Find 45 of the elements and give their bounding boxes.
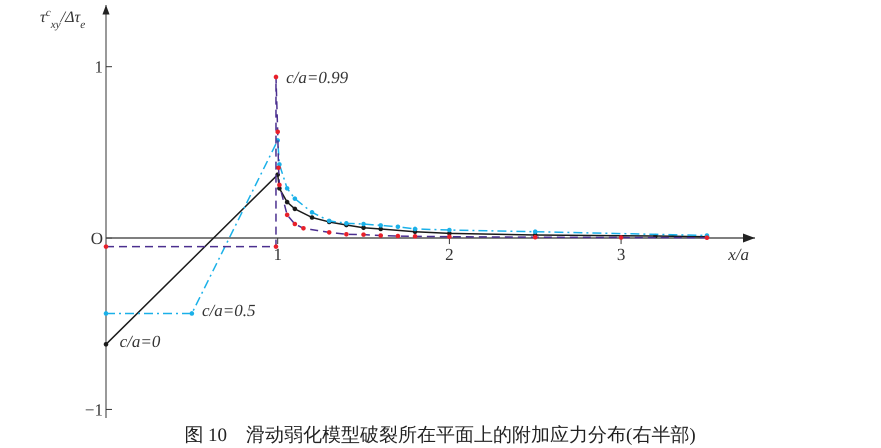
y-tick-label: −1 [84, 400, 103, 420]
text: 图 10 滑动弱化模型破裂所在平面上的附加应力分布(右半部) [184, 424, 696, 446]
y-axis-title: τ$^{c}$$_{xy}$/Δτ$_{e}$ [40, 7, 86, 31]
point [275, 130, 280, 134]
y-tick-label: 1 [94, 58, 103, 77]
point [412, 226, 418, 232]
point [274, 74, 278, 80]
x-tick-label: 1 [273, 245, 282, 264]
point [396, 234, 400, 238]
point [361, 222, 366, 226]
annotation: c/a=0.5 [202, 301, 256, 320]
y-tick-label: O [90, 229, 103, 248]
point [274, 244, 278, 249]
point [277, 182, 282, 188]
point [310, 215, 314, 220]
point [190, 311, 194, 316]
annotation: c/a=0 [120, 332, 161, 351]
point [618, 235, 624, 240]
point [292, 196, 298, 201]
point [326, 230, 332, 235]
point [396, 224, 400, 230]
point [292, 222, 298, 226]
annotation: c/a=0.99 [286, 68, 349, 87]
point [284, 212, 290, 218]
point [532, 229, 538, 234]
point [284, 200, 290, 204]
point [301, 226, 306, 231]
point [532, 234, 538, 240]
point [447, 228, 452, 232]
point [412, 234, 418, 239]
point [378, 223, 384, 228]
point [344, 232, 349, 237]
x-tick-label: 2 [445, 245, 454, 264]
point [378, 233, 384, 238]
point [104, 342, 108, 347]
point [361, 232, 366, 237]
point [284, 186, 290, 191]
point [104, 311, 108, 316]
point [310, 210, 314, 215]
point [292, 206, 298, 212]
point [447, 234, 452, 239]
x-axis-title: x/a [727, 245, 749, 264]
point [276, 166, 281, 170]
point [104, 244, 108, 249]
x-tick-label: 3 [616, 245, 626, 264]
